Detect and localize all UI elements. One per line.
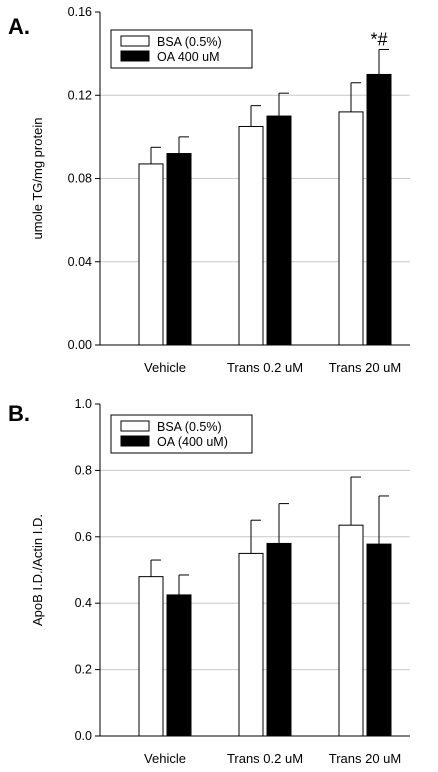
y-tick-label: 0.16 xyxy=(68,5,92,19)
panel-label: B. xyxy=(8,401,30,426)
legend-swatch xyxy=(120,50,150,62)
bar-oa xyxy=(266,542,292,737)
y-tick-label: 0.8 xyxy=(75,463,92,477)
y-tick-label: 0.0 xyxy=(75,729,92,743)
y-axis-label: umole TG/mg protein xyxy=(30,118,45,240)
bar-oa xyxy=(166,153,192,346)
legend-box xyxy=(110,29,253,69)
legend: BSA (0.5%)OA (400 uM) xyxy=(110,414,253,454)
significance-annotation: *# xyxy=(370,29,387,49)
y-axis-label: ApoB I.D./Actin I.D. xyxy=(30,514,45,626)
chart-panel-a: A. 0.00 0.04 0.08 0.12 0.16 umole TG/mg protei… xyxy=(8,5,410,375)
y-tick-label: 0.12 xyxy=(68,88,92,102)
bar-bsa xyxy=(338,524,364,737)
chart-panel-b: B. 0.0 0.2 0.4 0.6 0.8 1.0 ApoB I.D./Actin I.D.… xyxy=(8,397,410,766)
legend-label: BSA (0.5%) xyxy=(157,420,222,434)
y-tick-label: 1.0 xyxy=(75,397,92,411)
bar-bsa xyxy=(138,163,164,346)
y-tick-label: 0.2 xyxy=(75,663,92,677)
x-tick-label: Trans 0.2 uM xyxy=(227,751,303,766)
x-tick-label: Vehicle xyxy=(144,360,186,375)
legend-label: OA (400 uM) xyxy=(157,435,228,449)
panel-label: A. xyxy=(8,14,30,39)
bar-oa xyxy=(266,115,292,346)
y-tick-label: 0.04 xyxy=(68,255,92,269)
bar-oa xyxy=(166,594,192,737)
bar-bsa xyxy=(338,111,364,346)
bar-oa xyxy=(366,73,392,346)
bar-bsa xyxy=(138,576,164,737)
y-tick-label: 0.00 xyxy=(68,338,92,352)
y-tick-label: 0.4 xyxy=(75,596,92,610)
x-tick-label: Trans 20 uM xyxy=(329,360,402,375)
legend-swatch xyxy=(120,35,150,47)
legend-label: OA 400 uM xyxy=(157,50,220,64)
legend: BSA (0.5%)OA 400 uM xyxy=(110,29,253,69)
bar-bsa xyxy=(238,125,264,346)
y-tick-label: 0.6 xyxy=(75,530,92,544)
legend-label: BSA (0.5%) xyxy=(157,35,222,49)
legend-swatch xyxy=(120,435,150,447)
bar-oa xyxy=(366,543,392,737)
x-tick-label: Trans 0.2 uM xyxy=(227,360,303,375)
x-tick-label: Vehicle xyxy=(144,751,186,766)
x-tick-label: Trans 20 uM xyxy=(329,751,402,766)
y-tick-label: 0.08 xyxy=(68,172,92,186)
bar-bsa xyxy=(238,552,264,737)
legend-swatch xyxy=(120,420,150,432)
